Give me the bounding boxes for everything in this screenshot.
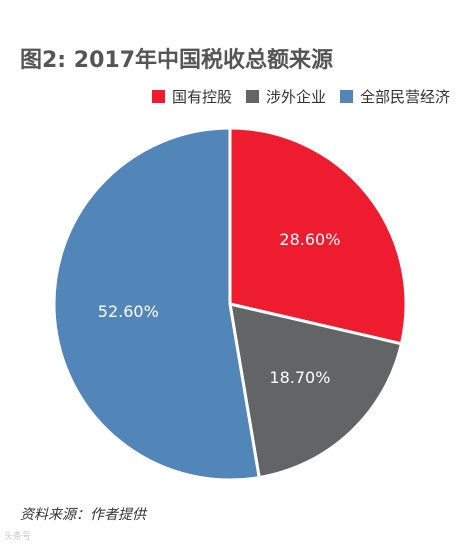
watermark: 头条号 <box>4 532 32 542</box>
legend-label-state-owned: 国有控股 <box>171 88 232 106</box>
legend-swatch-state-owned <box>151 90 165 103</box>
chart-title: 图2: 2017年中国税收总额来源 <box>20 48 333 73</box>
slice-label-state-owned: 28.60% <box>279 230 340 249</box>
legend-item-state-owned: 国有控股 <box>151 86 232 107</box>
slice-state-owned <box>228 126 408 346</box>
legend: 国有控股 涉外企业 全部民营经济 <box>110 86 450 107</box>
slice-foreign <box>228 302 403 480</box>
legend-item-foreign: 涉外企业 <box>245 86 326 107</box>
slice-label-private: 52.60% <box>98 302 159 321</box>
slice-private <box>52 126 261 482</box>
legend-item-private: 全部民营经济 <box>339 86 450 107</box>
legend-label-foreign: 涉外企业 <box>265 88 326 106</box>
legend-swatch-foreign <box>245 90 259 103</box>
legend-label-private: 全部民营经济 <box>359 88 450 106</box>
source-note: 资料来源：作者提供 <box>20 507 146 523</box>
legend-swatch-private <box>339 90 353 103</box>
slice-label-foreign: 18.70% <box>269 368 330 387</box>
